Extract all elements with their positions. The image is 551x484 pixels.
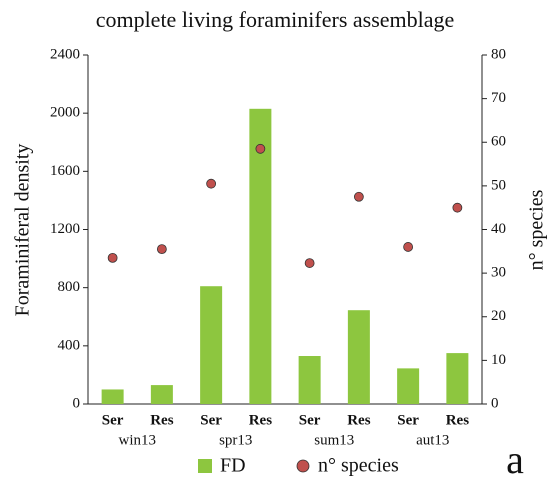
y2-tick-label: 40 [491, 221, 506, 237]
bar [397, 368, 420, 404]
point [304, 258, 315, 268]
y-tick-label: 1200 [50, 221, 80, 237]
y-tick-label: 400 [58, 337, 81, 353]
y2-tick-label: 70 [491, 90, 506, 106]
group-label: aut13 [416, 432, 449, 448]
y-tick-label: 2400 [50, 46, 80, 62]
group-label: sum13 [314, 432, 354, 448]
x-tick-label: Res [249, 412, 272, 428]
y-tick-label: 800 [58, 279, 81, 295]
y2-tick-label: 10 [491, 352, 506, 368]
y2-tick-label: 20 [491, 308, 506, 324]
bar [101, 389, 124, 404]
y2-tick-label: 30 [491, 265, 506, 281]
point [403, 242, 414, 252]
point [353, 191, 364, 202]
point [452, 202, 463, 213]
chart-title: complete living foraminifers assemblage [96, 7, 455, 32]
x-tick-label: Ser [299, 412, 321, 428]
y2-tick-label: 0 [491, 395, 499, 411]
legend-label: n° species [318, 455, 399, 477]
group-label: win13 [119, 432, 157, 448]
bar [446, 353, 469, 404]
y-tick-label: 0 [73, 395, 81, 411]
legend-swatch [296, 459, 310, 473]
y-axis-label: Foraminiferal density [12, 144, 34, 317]
x-tick-label: Ser [200, 412, 222, 428]
x-tick-label: Ser [102, 412, 124, 428]
point [107, 252, 118, 263]
panel-label: a [506, 437, 524, 482]
point [156, 244, 167, 255]
y2-tick-label: 60 [491, 134, 506, 150]
bar [249, 108, 272, 404]
y-tick-label: 2000 [50, 105, 80, 121]
group-label: spr13 [219, 432, 252, 448]
bar [200, 286, 223, 404]
x-tick-label: Res [446, 412, 469, 428]
bar [298, 356, 321, 404]
x-tick-label: Res [150, 412, 173, 428]
x-tick-label: Res [347, 412, 370, 428]
x-tick-label: Ser [397, 412, 419, 428]
y2-axis-label: n° species [526, 189, 548, 270]
y2-tick-label: 80 [491, 46, 506, 62]
legend-label: FD [220, 455, 246, 477]
y2-tick-label: 50 [491, 177, 506, 193]
bar [150, 385, 173, 404]
point [255, 143, 266, 154]
point [206, 178, 217, 189]
legend-swatch [198, 459, 212, 473]
bar [347, 310, 370, 404]
y-tick-label: 1600 [50, 163, 80, 179]
